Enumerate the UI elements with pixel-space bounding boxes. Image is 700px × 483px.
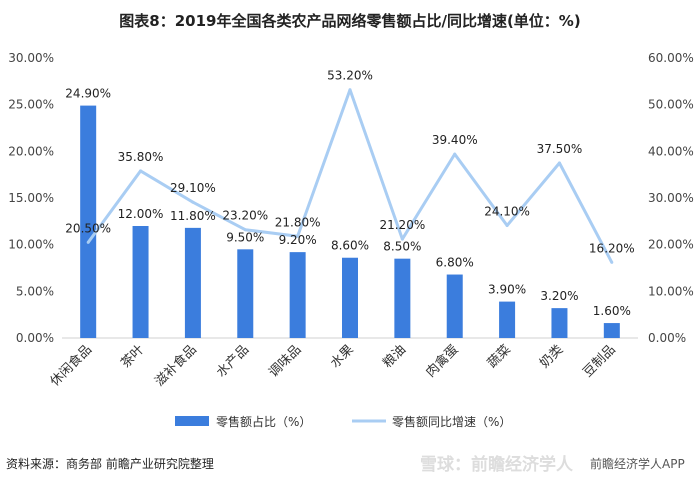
growth-point (453, 152, 457, 156)
bar-data-label: 6.80% (436, 256, 474, 270)
chart-title: 图表8：2019年全国各类农产品网络零售额占比/同比增速(单位：%) (119, 12, 581, 30)
bar (603, 323, 620, 338)
line-data-label: 37.50% (537, 142, 583, 156)
category-label: 调味品 (266, 342, 304, 380)
line-data-label: 24.10% (484, 205, 530, 219)
line-data-label: 53.20% (327, 69, 373, 83)
y-right-tick-label: 10.00% (648, 284, 694, 298)
bar-data-label: 9.50% (226, 230, 264, 244)
category-label: 滋补食品 (152, 342, 200, 390)
growth-point (557, 161, 561, 165)
legend-bar-label: 零售额占比（%） (216, 414, 311, 429)
growth-point (400, 237, 404, 241)
bar (289, 252, 306, 338)
y-right-tick-label: 40.00% (648, 144, 694, 158)
y-left-tick-label: 20.00% (8, 144, 54, 158)
category-label: 茶叶 (118, 342, 148, 372)
bar (394, 258, 411, 338)
bar (184, 227, 201, 338)
y-right-tick-label: 20.00% (648, 238, 694, 252)
y-right-tick-label: 50.00% (648, 98, 694, 112)
bar-data-label: 1.60% (593, 304, 631, 318)
growth-point (610, 260, 614, 264)
legend-line-label: 零售额同比增速（%） (392, 414, 511, 429)
bar-data-label: 3.90% (488, 283, 526, 297)
category-label: 水产品 (214, 342, 252, 380)
line-data-label: 35.80% (118, 150, 164, 164)
bar-data-label: 24.90% (65, 87, 111, 101)
category-label: 奶类 (537, 342, 566, 371)
bar-data-label: 8.50% (383, 240, 421, 254)
legend-bar-swatch (175, 416, 209, 426)
growth-point (505, 224, 509, 228)
y-right-tick-label: 60.00% (648, 51, 694, 65)
category-label: 蔬菜 (485, 342, 514, 371)
line-data-label: 23.20% (222, 209, 268, 223)
bar (499, 301, 516, 338)
bar (446, 274, 463, 338)
y-left-tick-label: 25.00% (8, 98, 54, 112)
category-label: 休闲食品 (47, 342, 95, 390)
y-left-tick-label: 5.00% (16, 284, 54, 298)
watermark-app: 前瞻经济学人APP (590, 457, 685, 471)
bar-data-label: 11.80% (170, 209, 216, 223)
growth-point (296, 234, 300, 238)
growth-line (86, 88, 614, 264)
bar (237, 249, 254, 338)
bar-data-label: 12.00% (118, 207, 164, 221)
y-left-tick-label: 30.00% (8, 51, 54, 65)
bar (342, 257, 358, 338)
growth-point (86, 240, 90, 244)
line-data-label: 21.20% (379, 218, 425, 232)
growth-point (243, 228, 247, 232)
y-left-tick-label: 0.00% (16, 331, 54, 345)
line-data-label: 21.80% (275, 215, 321, 229)
y-right-tick-label: 0.00% (648, 331, 686, 345)
bar (132, 226, 149, 338)
line-data-label: 29.10% (170, 181, 216, 195)
category-label: 粮油 (380, 342, 409, 371)
bar-data-label: 3.20% (540, 289, 578, 303)
bar-data-label: 9.20% (279, 233, 317, 247)
watermark-brand: 雪球：前瞻经济学人 (420, 455, 573, 475)
y-left-tick-label: 15.00% (8, 191, 54, 205)
line-data-label: 20.50% (65, 221, 111, 235)
growth-point (191, 200, 195, 204)
growth-point (348, 88, 352, 92)
line-data-label: 39.40% (432, 133, 478, 147)
line-data-label: 16.20% (589, 241, 635, 255)
category-label: 水果 (328, 342, 357, 371)
bar-data-label: 8.60% (331, 239, 369, 253)
growth-point (139, 169, 143, 173)
y-left-tick-label: 10.00% (8, 238, 54, 252)
category-label: 豆制品 (580, 342, 618, 380)
bar (80, 105, 97, 338)
source-note: 资料来源：商务部 前瞻产业研究院整理 (6, 457, 214, 471)
y-right-tick-label: 30.00% (648, 191, 694, 205)
category-label: 肉禽蛋 (423, 342, 462, 381)
bar (551, 308, 568, 338)
